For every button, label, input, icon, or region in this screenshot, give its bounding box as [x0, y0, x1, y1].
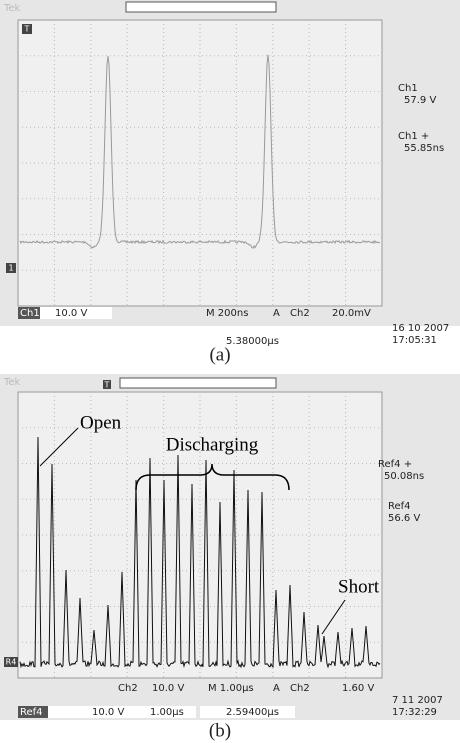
status-ref-channel: Ref4	[20, 707, 43, 718]
status-ref-timebase: 1.00µs	[150, 707, 184, 718]
caption: (b)	[209, 720, 231, 741]
annotation: Open	[80, 412, 122, 433]
status-trigger-channel: Ch2	[290, 683, 310, 694]
trigger-marker: T	[24, 25, 30, 34]
reference-marker: R4	[6, 658, 17, 667]
brand: Tek	[3, 377, 21, 388]
status-position: 5.38000µs	[226, 336, 279, 347]
status-scale: 10.0 V	[55, 308, 87, 319]
annotation: Discharging	[166, 434, 259, 455]
readout-value: 57.9 V	[404, 95, 436, 106]
readout-value: 56.6 V	[388, 513, 420, 524]
annotation: Short	[338, 576, 380, 597]
readout-channel: Ref4	[388, 501, 411, 512]
status-channel: Ch1	[20, 308, 40, 319]
caption: (a)	[209, 344, 230, 365]
readout-delta: 50.08ns	[384, 471, 424, 482]
status-scale: 10.0 V	[152, 683, 184, 694]
status-time: 17:05:31	[392, 335, 437, 346]
readout-delta-label: Ref4 +	[378, 459, 412, 470]
status-channel: Ch2	[118, 683, 138, 694]
readout-delta-label: Ch1 +	[398, 131, 429, 142]
status-date: 16 10 2007	[392, 323, 449, 334]
readout-delta: 55.85ns	[404, 143, 444, 154]
status-time: 17:32:29	[392, 707, 437, 718]
status-trigger-channel: Ch2	[290, 308, 310, 319]
channel-marker: 1	[8, 264, 13, 273]
record-bar	[120, 378, 276, 388]
status-trigger-level: 20.0mV	[332, 308, 371, 319]
status-mode: A	[273, 308, 280, 319]
grid-area-a	[18, 20, 382, 306]
status-trigger-level: 1.60 V	[342, 683, 374, 694]
figure: Tek T 1 Ch1 57.9 V Ch1 + 55.85ns Ch1 10.…	[0, 0, 460, 743]
status-date: 7 11 2007	[392, 695, 443, 706]
record-bar	[126, 2, 276, 12]
readout-channel: Ch1	[398, 83, 418, 94]
status-timebase: M 1.00µs	[208, 683, 254, 694]
status-position: 2.59400µs	[226, 707, 279, 718]
brand: Tek	[3, 3, 21, 14]
status-mode: A	[273, 683, 280, 694]
trigger-marker: T	[104, 381, 110, 390]
status-ref-scale: 10.0 V	[92, 707, 124, 718]
status-timebase: M 200ns	[206, 308, 248, 319]
